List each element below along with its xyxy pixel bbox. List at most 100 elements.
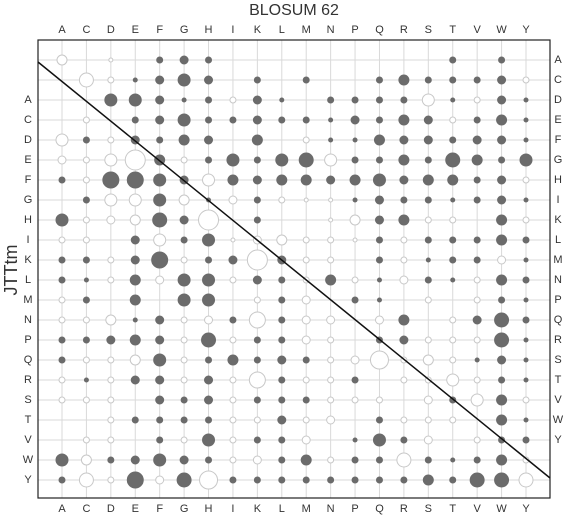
top-label: R bbox=[400, 24, 408, 36]
bubble bbox=[155, 475, 165, 485]
bubble bbox=[376, 297, 382, 303]
bubble bbox=[424, 336, 432, 344]
bubble bbox=[278, 396, 286, 404]
bubble bbox=[423, 435, 433, 445]
bubble bbox=[398, 214, 410, 226]
bubble bbox=[180, 396, 188, 404]
bubble bbox=[302, 256, 310, 264]
bubble bbox=[522, 216, 530, 224]
bubble bbox=[253, 476, 261, 484]
bubble bbox=[327, 336, 335, 344]
bubble bbox=[229, 456, 237, 464]
bubble bbox=[228, 255, 238, 265]
top-label: D bbox=[107, 24, 115, 36]
bubble bbox=[104, 193, 118, 207]
bubble bbox=[400, 196, 408, 204]
bubble bbox=[449, 76, 457, 84]
top-label: I bbox=[231, 24, 234, 36]
bubble bbox=[424, 196, 432, 204]
bubble bbox=[58, 356, 66, 364]
bubble bbox=[497, 195, 507, 205]
bubble bbox=[496, 234, 508, 246]
bubble bbox=[494, 472, 510, 488]
bubble bbox=[498, 296, 506, 304]
bubble bbox=[82, 216, 90, 224]
left-label: V bbox=[24, 434, 32, 446]
bubble bbox=[180, 376, 188, 384]
bubble bbox=[375, 76, 383, 84]
bubble bbox=[278, 376, 286, 384]
bubble bbox=[449, 236, 457, 244]
bubble bbox=[422, 354, 434, 366]
bubble bbox=[229, 396, 237, 404]
bubble bbox=[253, 296, 261, 304]
bubble bbox=[205, 156, 213, 164]
bubble bbox=[469, 472, 485, 488]
bubble bbox=[229, 376, 237, 384]
bubble bbox=[179, 55, 189, 65]
top-label: V bbox=[473, 24, 481, 36]
bubble bbox=[400, 96, 408, 104]
bubble bbox=[124, 149, 146, 171]
bubble bbox=[82, 336, 90, 344]
bubble bbox=[82, 356, 90, 364]
right-label: M bbox=[553, 254, 562, 266]
bubble bbox=[153, 233, 167, 247]
bubble bbox=[229, 436, 237, 444]
top-label: Y bbox=[522, 24, 530, 36]
bubble bbox=[155, 395, 165, 405]
top-label: G bbox=[180, 24, 189, 36]
bubble bbox=[58, 476, 66, 484]
bottom-label: D bbox=[107, 503, 115, 515]
bubble bbox=[155, 115, 165, 125]
bubble bbox=[180, 236, 188, 244]
left-label: G bbox=[24, 194, 33, 206]
bubble bbox=[375, 456, 383, 464]
bubble bbox=[522, 76, 530, 84]
bubble bbox=[156, 416, 164, 424]
bubble bbox=[155, 335, 165, 345]
bubble bbox=[423, 115, 433, 125]
bubble bbox=[522, 276, 530, 284]
bubble bbox=[204, 75, 214, 85]
right-label: F bbox=[555, 134, 562, 146]
bubble bbox=[523, 197, 529, 203]
right-label: G bbox=[554, 154, 563, 166]
bubble bbox=[229, 116, 237, 124]
right-label: C bbox=[554, 74, 562, 86]
grid bbox=[38, 40, 550, 498]
plot-border bbox=[37, 39, 551, 499]
bubble bbox=[153, 353, 167, 367]
bubble bbox=[155, 95, 165, 105]
bubble bbox=[126, 171, 144, 189]
bubble bbox=[523, 297, 529, 303]
bubble bbox=[253, 356, 261, 364]
bubble bbox=[522, 236, 530, 244]
bubble bbox=[107, 76, 115, 84]
bubble bbox=[253, 196, 261, 204]
bubble bbox=[327, 476, 335, 484]
bubble bbox=[58, 336, 66, 344]
bubble bbox=[400, 256, 408, 264]
bubble bbox=[252, 455, 262, 465]
bubble bbox=[449, 256, 457, 264]
bubble bbox=[153, 173, 167, 187]
bottom-label: S bbox=[425, 503, 432, 515]
bubble bbox=[58, 376, 66, 384]
bubble bbox=[128, 93, 142, 107]
bubble bbox=[252, 275, 262, 285]
bubble bbox=[446, 373, 460, 387]
top-label: K bbox=[254, 24, 262, 36]
bubble bbox=[523, 117, 529, 123]
bubble bbox=[523, 257, 529, 263]
bubble bbox=[473, 256, 481, 264]
bubble bbox=[496, 414, 508, 426]
top-label: N bbox=[327, 24, 335, 36]
y-title: JTTtm bbox=[1, 245, 21, 296]
top-label: A bbox=[58, 24, 66, 36]
bubble bbox=[351, 376, 359, 384]
bubble bbox=[204, 315, 214, 325]
bottom-label: F bbox=[156, 503, 163, 515]
bubble bbox=[399, 335, 409, 345]
